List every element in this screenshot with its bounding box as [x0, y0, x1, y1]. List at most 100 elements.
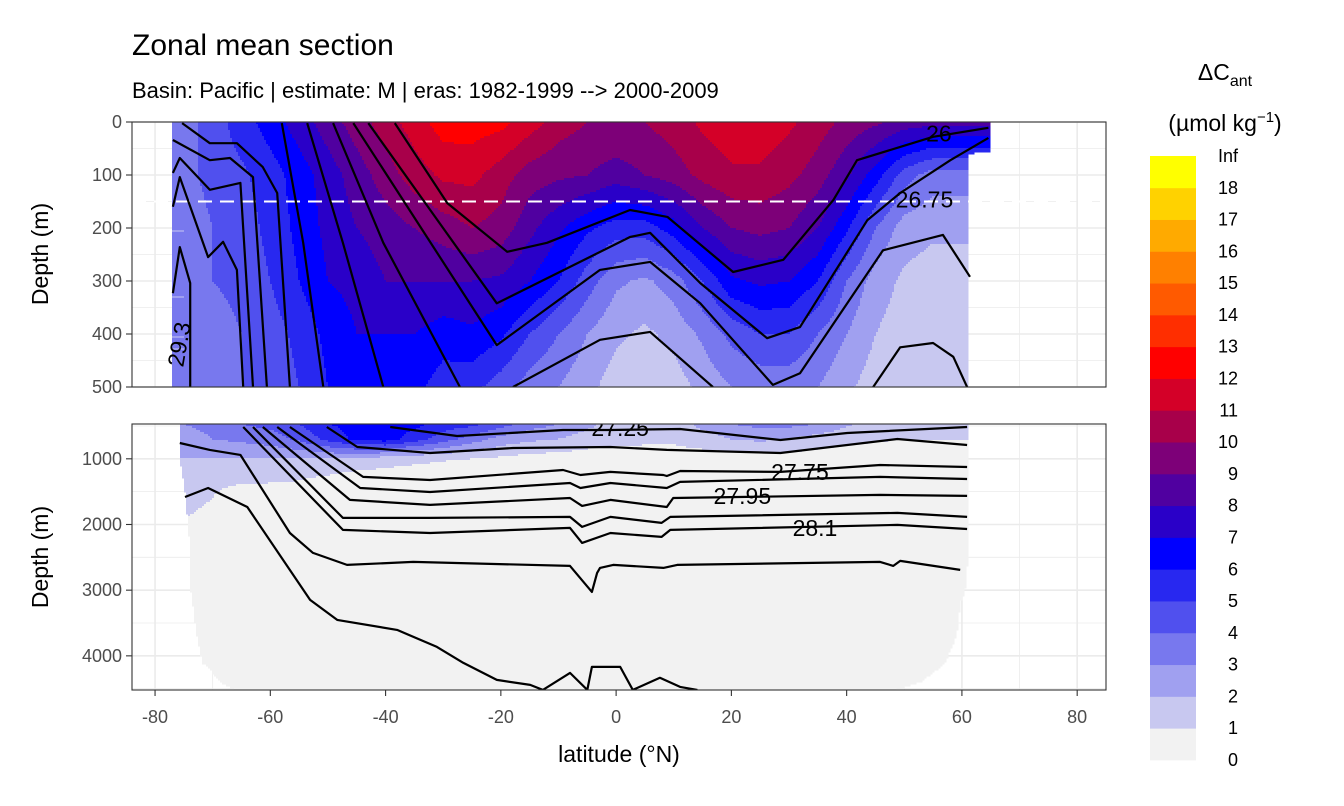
field-band-cell [558, 334, 587, 337]
field-band-cell [716, 302, 745, 305]
field-band-cell [508, 330, 533, 333]
field-band-cell [494, 132, 533, 135]
field-band-cell [830, 202, 849, 205]
field-band-cell [864, 224, 879, 227]
field-band-cell [458, 250, 485, 253]
field-band-cell [198, 164, 245, 167]
field-band-cell [264, 252, 295, 255]
field-band-cell [734, 198, 769, 201]
field-band-cell [844, 182, 863, 185]
field-band-cell [932, 196, 969, 199]
field-band-cell [912, 152, 975, 155]
field-band-cell [862, 228, 877, 231]
field-band-cell [862, 132, 897, 135]
field-band-cell [584, 430, 707, 433]
field-band-cell [520, 288, 551, 291]
field-band-cell [836, 160, 861, 163]
field-band-cell [172, 172, 199, 175]
field-band-cell [802, 294, 827, 297]
field-band-cell [342, 442, 405, 445]
field-band-cell [194, 608, 961, 611]
field-band-cell [806, 204, 831, 207]
field-band-cell [590, 262, 617, 265]
field-band-cell [352, 214, 399, 217]
field-band-cell [712, 432, 825, 435]
y-tick-label: 400 [92, 324, 122, 344]
field-band-cell [276, 158, 305, 161]
field-band-cell [384, 276, 493, 279]
field-band-cell [848, 278, 869, 281]
field-band-cell [422, 158, 503, 161]
field-band-cell [212, 278, 271, 281]
field-band-cell [358, 148, 387, 151]
field-band-cell [538, 298, 567, 301]
field-band-cell [294, 366, 325, 369]
field-band-cell [180, 444, 265, 447]
field-band-cell [730, 226, 791, 229]
field-band-cell [494, 344, 523, 347]
field-band-cell [306, 478, 969, 481]
legend-unit-superscript: −1 [1257, 109, 1274, 126]
field-band-cell [304, 426, 339, 429]
field-band-cell [308, 450, 413, 453]
field-band-cell [182, 468, 377, 471]
field-band-cell [528, 162, 605, 165]
field-band-cell [524, 248, 551, 251]
field-band-cell [862, 180, 879, 183]
field-band-cell [710, 184, 791, 187]
field-band-cell [612, 184, 621, 187]
field-band-cell [356, 332, 417, 335]
field-band-cell [520, 442, 869, 445]
filled-contour-field [172, 122, 991, 387]
field-band-cell [888, 244, 931, 247]
field-band-cell [404, 128, 435, 131]
field-band-cell [684, 246, 705, 249]
field-band-cell [324, 362, 443, 365]
field-band-cell [364, 236, 427, 239]
field-band-cell [672, 146, 717, 149]
field-band-cell [504, 366, 533, 369]
field-band-cell [172, 312, 235, 315]
field-band-cell [802, 242, 825, 245]
field-band-cell [238, 322, 285, 325]
field-band-cell [862, 226, 877, 229]
field-band-cell [546, 216, 581, 219]
field-band-cell [548, 184, 613, 187]
field-band-cell [184, 296, 225, 299]
field-band-cell [682, 226, 703, 229]
field-band-cell [844, 338, 875, 341]
field-band-cell [926, 248, 969, 251]
field-band-cell [700, 128, 793, 131]
field-band-cell [876, 228, 895, 231]
field-band-cell [316, 124, 345, 127]
field-band-cell [354, 448, 381, 451]
field-band-cell [582, 306, 609, 309]
field-band-cell [198, 508, 969, 511]
field-band-cell [658, 226, 683, 229]
field-band-cell [692, 328, 719, 331]
field-band-cell [832, 230, 849, 233]
field-band-cell [824, 378, 861, 381]
field-band-cell [682, 370, 719, 373]
field-band-cell [568, 324, 597, 327]
field-band-cell [656, 132, 703, 135]
field-band-cell [654, 280, 685, 283]
field-band-cell [322, 136, 351, 139]
legend-color-band [1150, 378, 1196, 411]
field-band-cell [270, 282, 301, 285]
field-band-cell [716, 146, 777, 149]
field-band-cell [812, 286, 831, 289]
field-band-cell [246, 424, 301, 427]
field-band-cell [182, 476, 317, 479]
field-band-cell [284, 320, 315, 323]
field-band-cell [750, 358, 799, 361]
field-band-cell [802, 170, 831, 173]
field-band-cell [184, 478, 307, 481]
field-band-cell [666, 294, 693, 297]
field-band-cell [862, 372, 969, 375]
field-band-cell [888, 212, 909, 215]
field-band-cell [172, 128, 199, 131]
field-band-cell [606, 310, 679, 313]
field-band-cell [436, 132, 495, 135]
field-band-cell [502, 158, 537, 161]
